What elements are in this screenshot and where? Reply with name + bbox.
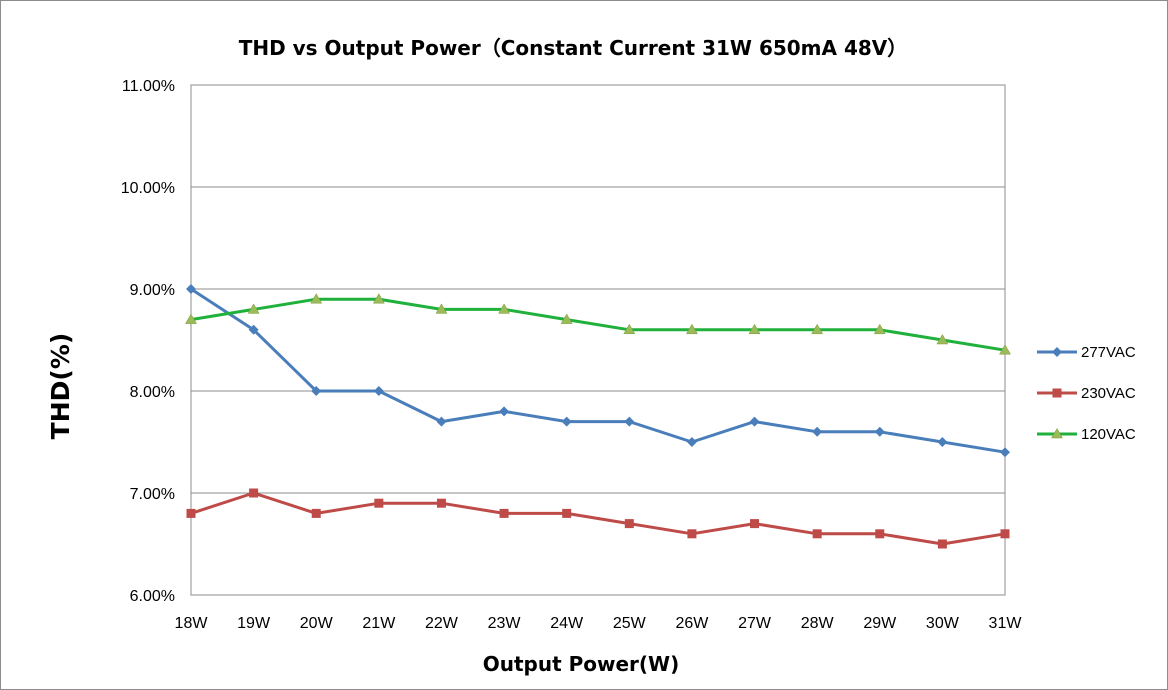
- x-tick-label: 27W: [738, 615, 772, 632]
- data-point-230VAC: [750, 519, 760, 529]
- data-point-277VAC: [624, 416, 635, 427]
- data-point-230VAC: [499, 508, 509, 518]
- x-tick-label: 18W: [175, 615, 209, 632]
- chart-title: THD vs Output Power（Constant Current 31W…: [239, 36, 908, 60]
- data-point-120VAC: [873, 323, 886, 335]
- data-point-277VAC: [937, 437, 948, 447]
- data-point-277VAC: [186, 284, 196, 294]
- series-line-230VAC: [190, 491, 1006, 546]
- data-point-230VAC: [937, 539, 947, 549]
- legend-item-120VAC: 120VAC: [1037, 426, 1136, 443]
- data-point-120VAC: [560, 313, 573, 324]
- data-point-120VAC: [999, 344, 1011, 355]
- data-point-120VAC: [310, 293, 323, 304]
- series-120VAC: [185, 293, 1011, 355]
- data-point-230VAC: [436, 498, 446, 508]
- x-tick-label: 31W: [989, 615, 1023, 632]
- x-tick-label: 24W: [550, 615, 584, 632]
- data-point-277VAC: [749, 416, 760, 427]
- data-point-277VAC: [874, 426, 885, 437]
- data-point-120VAC: [748, 323, 761, 335]
- data-point-230VAC: [875, 529, 885, 539]
- y-axis-ticks: 6.00% 7.00% 8.00% 9.00% 10.00% 11.00%: [121, 78, 175, 605]
- x-tick-label: 20W: [300, 615, 334, 632]
- y-tick-label: 8.00%: [130, 384, 175, 401]
- data-point-277VAC: [812, 426, 823, 437]
- data-point-120VAC: [435, 303, 448, 314]
- x-tick-label: 28W: [801, 615, 835, 632]
- data-point-230VAC: [624, 519, 634, 529]
- data-point-230VAC: [186, 508, 196, 518]
- x-tick-label: 19W: [237, 615, 271, 632]
- y-tick-label: 9.00%: [130, 282, 175, 299]
- data-point-120VAC: [623, 323, 636, 335]
- x-tick-label: 23W: [488, 615, 522, 632]
- series-lines: [185, 284, 1011, 549]
- y-axis-label: THD(%): [46, 333, 75, 440]
- legend-item-230VAC: 230VAC: [1037, 385, 1136, 402]
- legend-swatch-marker: [1052, 388, 1062, 398]
- data-point-230VAC: [562, 508, 572, 518]
- x-axis-ticks: 18W 19W 20W 21W 22W 23W 24W 25W 26W 27W 28W 29W 30W 3…: [175, 615, 1023, 632]
- x-tick-label: 21W: [362, 615, 396, 632]
- x-tick-label: 26W: [675, 615, 709, 632]
- data-point-120VAC: [685, 323, 698, 335]
- data-point-277VAC: [311, 386, 322, 396]
- data-point-230VAC: [311, 508, 321, 518]
- legend-swatch-marker: [1051, 428, 1063, 439]
- data-point-120VAC: [936, 334, 949, 345]
- x-tick-label: 29W: [863, 615, 897, 632]
- y-tick-label: 6.00%: [130, 588, 175, 605]
- data-point-277VAC: [248, 324, 259, 335]
- legend-swatch-marker: [1052, 347, 1062, 357]
- data-point-277VAC: [561, 416, 572, 427]
- data-point-120VAC: [811, 323, 824, 335]
- plot-area: [190, 84, 1006, 596]
- x-tick-label: 25W: [613, 615, 647, 632]
- data-point-230VAC: [687, 529, 697, 539]
- data-point-277VAC: [686, 437, 697, 447]
- legend-label: 230VAC: [1081, 385, 1136, 402]
- legend-label: 277VAC: [1081, 344, 1136, 361]
- y-tick-label: 7.00%: [130, 486, 175, 503]
- data-point-230VAC: [812, 529, 822, 539]
- data-point-230VAC: [249, 488, 259, 498]
- y-tick-label: 10.00%: [121, 180, 175, 197]
- data-point-230VAC: [374, 498, 384, 508]
- legend-label: 120VAC: [1081, 426, 1136, 443]
- data-point-120VAC: [372, 293, 385, 304]
- data-point-277VAC: [499, 406, 510, 417]
- data-point-230VAC: [1000, 529, 1010, 539]
- series-277VAC: [186, 284, 1010, 458]
- y-tick-label: 11.00%: [122, 78, 175, 95]
- series-line-277VAC: [190, 287, 1006, 454]
- data-point-120VAC: [498, 303, 511, 314]
- data-point-277VAC: [1000, 447, 1010, 458]
- data-point-277VAC: [373, 386, 384, 396]
- legend: 277VAC 230VAC 120VAC: [1037, 344, 1136, 443]
- series-line-120VAC: [190, 297, 1006, 352]
- series-230VAC: [186, 488, 1010, 549]
- x-tick-label: 22W: [425, 615, 459, 632]
- data-point-120VAC: [185, 313, 197, 324]
- legend-item-277VAC: 277VAC: [1037, 344, 1136, 361]
- data-point-120VAC: [247, 303, 260, 314]
- x-axis-label: Output Power(W): [483, 652, 680, 676]
- x-tick-label: 30W: [926, 615, 960, 632]
- data-point-277VAC: [436, 416, 447, 427]
